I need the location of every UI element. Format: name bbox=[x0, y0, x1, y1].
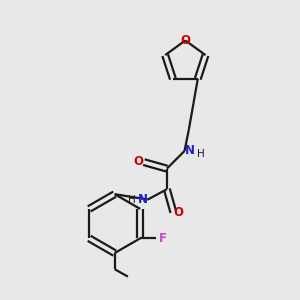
Text: F: F bbox=[159, 232, 167, 245]
Text: N: N bbox=[185, 145, 195, 158]
Text: H: H bbox=[197, 149, 205, 160]
Text: O: O bbox=[180, 34, 190, 47]
Text: N: N bbox=[137, 193, 147, 206]
Text: H: H bbox=[128, 194, 135, 205]
Text: O: O bbox=[134, 155, 144, 168]
Text: O: O bbox=[174, 206, 184, 219]
